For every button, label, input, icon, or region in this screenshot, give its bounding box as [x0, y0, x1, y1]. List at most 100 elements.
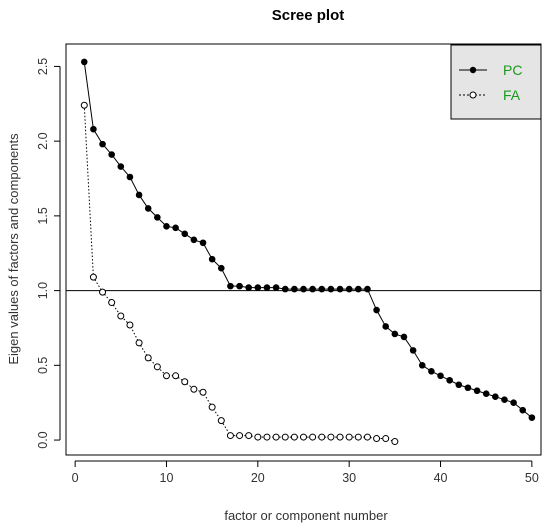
- series-group: [80, 58, 536, 446]
- legend-pc-label: PC: [503, 62, 522, 78]
- series-line-fa: [83, 105, 396, 443]
- data-point-pc: [126, 173, 134, 181]
- data-point-fa: [135, 339, 143, 347]
- data-point-fa: [391, 438, 399, 446]
- data-point-fa: [327, 433, 335, 441]
- data-point-fa: [226, 432, 234, 440]
- data-point-fa: [263, 433, 271, 441]
- data-point-pc: [272, 284, 280, 291]
- data-point-pc: [80, 58, 88, 66]
- data-point-pc: [364, 285, 371, 293]
- data-point-pc: [172, 224, 179, 232]
- y-tick-label: 0.5: [36, 357, 50, 374]
- chart-title: Scree plot: [272, 7, 345, 24]
- data-point-fa: [290, 433, 298, 441]
- data-point-pc: [355, 285, 362, 293]
- data-point-pc: [528, 414, 536, 421]
- data-point-fa: [126, 321, 134, 329]
- data-point-fa: [80, 101, 88, 109]
- data-point-fa: [190, 385, 198, 393]
- data-point-pc: [99, 140, 106, 148]
- data-point-fa: [245, 432, 253, 440]
- data-point-pc: [473, 387, 481, 395]
- y-tick-label: 1.5: [36, 207, 50, 224]
- x-tick-label: 10: [160, 471, 174, 485]
- data-point-fa: [117, 312, 125, 320]
- data-point-pc: [208, 255, 216, 263]
- data-point-pc: [345, 285, 353, 293]
- data-point-fa: [354, 433, 362, 441]
- data-point-fa: [108, 299, 116, 307]
- data-point-pc: [382, 323, 390, 330]
- data-point-pc: [409, 347, 417, 354]
- data-point-pc: [117, 163, 125, 170]
- y-tick-label: 1.0: [36, 282, 50, 299]
- x-axis-label: factor or component number: [224, 508, 388, 523]
- data-point-pc: [455, 381, 463, 389]
- data-point-pc: [199, 239, 207, 247]
- legend-box: [450, 44, 542, 120]
- data-point-pc: [510, 399, 517, 406]
- data-point-fa: [382, 435, 390, 443]
- x-tick-label: 20: [251, 471, 265, 485]
- data-point-fa: [281, 433, 289, 441]
- data-point-fa: [181, 378, 189, 386]
- data-point-pc: [263, 284, 271, 291]
- legend-pc-marker: [469, 66, 477, 74]
- data-point-pc: [236, 282, 243, 290]
- legend-fa-marker: [469, 91, 477, 99]
- data-point-pc: [291, 285, 298, 293]
- data-point-fa: [99, 288, 107, 296]
- data-point-fa: [217, 417, 225, 425]
- data-point-pc: [446, 376, 453, 384]
- data-point-fa: [254, 433, 262, 441]
- data-point-pc: [154, 214, 161, 221]
- data-point-pc: [400, 333, 408, 341]
- data-point-fa: [309, 433, 317, 441]
- legend-fa-label: FA: [503, 87, 521, 103]
- data-point-fa: [300, 433, 307, 441]
- data-point-pc: [90, 125, 97, 133]
- data-point-fa: [153, 363, 161, 371]
- legend: PC FA: [450, 44, 542, 120]
- data-point-fa: [208, 403, 216, 411]
- data-point-fa: [373, 435, 381, 443]
- x-tick-label: 30: [342, 471, 356, 485]
- x-axis: 0 10 20 30 40 50: [72, 460, 539, 485]
- y-axis: 0.0 0.5 1.0 1.5 2.0 2.5: [36, 58, 61, 449]
- data-point-fa: [272, 433, 280, 441]
- data-point-fa: [199, 388, 207, 396]
- x-tick-label: 0: [72, 471, 79, 485]
- data-point-fa: [144, 354, 152, 362]
- data-point-pc: [482, 390, 490, 398]
- y-axis-label: Eigen values of factors and components: [6, 133, 21, 365]
- data-point-pc: [418, 362, 426, 369]
- series-pc: [80, 58, 536, 421]
- data-point-pc: [437, 372, 444, 380]
- data-point-fa: [318, 433, 326, 441]
- data-point-pc: [190, 236, 198, 244]
- data-point-fa: [363, 433, 371, 441]
- data-point-pc: [245, 284, 252, 291]
- data-point-pc: [464, 384, 472, 392]
- data-point-pc: [309, 285, 316, 293]
- x-tick-label: 50: [525, 471, 539, 485]
- data-point-pc: [501, 396, 508, 404]
- data-point-pc: [135, 191, 143, 199]
- data-point-pc: [181, 230, 189, 238]
- data-point-pc: [227, 282, 234, 290]
- y-tick-label: 0.0: [36, 431, 50, 448]
- data-point-pc: [318, 285, 326, 293]
- data-point-fa: [172, 372, 180, 380]
- data-point-pc: [373, 306, 380, 314]
- data-point-pc: [281, 285, 289, 293]
- series-fa: [80, 101, 399, 446]
- data-point-pc: [492, 393, 499, 401]
- data-point-fa: [236, 432, 244, 440]
- data-point-pc: [519, 406, 527, 414]
- data-point-fa: [89, 273, 97, 281]
- data-point-pc: [163, 223, 170, 230]
- data-point-fa: [336, 433, 344, 441]
- data-point-pc: [428, 368, 435, 375]
- y-tick-label: 2.5: [36, 58, 50, 75]
